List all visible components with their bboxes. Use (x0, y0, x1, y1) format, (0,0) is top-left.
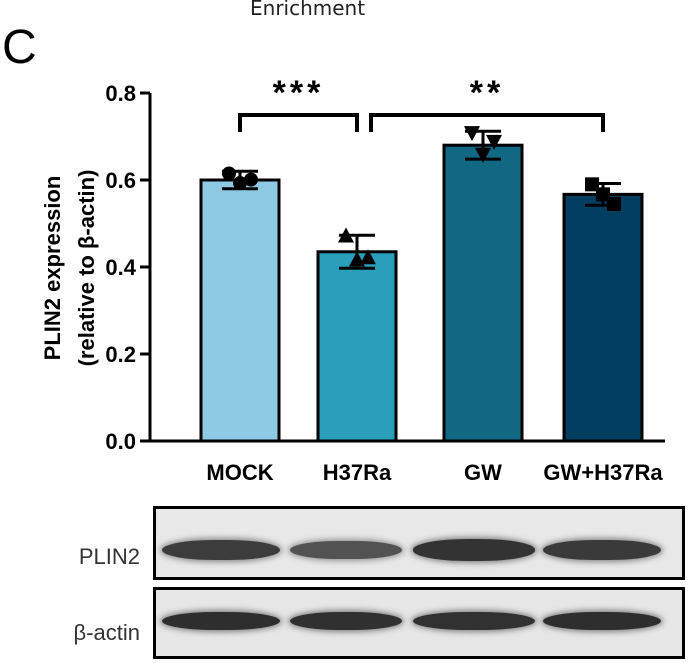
blot-band (413, 539, 535, 561)
significance-label: *** (273, 74, 325, 112)
blot-band (543, 539, 661, 561)
significance-label: ** (470, 74, 504, 112)
data-point (233, 176, 247, 191)
data-points (222, 126, 621, 267)
x-tick-label: GW (464, 460, 502, 485)
y-axis: 0.0 0.2 0.4 0.6 0.8 (105, 81, 665, 454)
panel-letter: C (2, 21, 37, 74)
x-tick-label: H37Ra (323, 460, 392, 485)
y-tick-label: 0.0 (105, 429, 136, 454)
western-blot-plin2 (153, 506, 685, 580)
top-caption: Enrichment (250, 0, 366, 20)
data-point (464, 126, 480, 142)
blot-band (543, 612, 661, 630)
y-axis-label-line1: PLIN2 expression (40, 176, 65, 361)
data-point (486, 134, 502, 150)
blot-label-plin2: PLIN2 (78, 544, 140, 569)
blot-band (413, 612, 535, 630)
x-tick-label: GW+H37Ra (543, 460, 663, 485)
blot-band (290, 612, 402, 630)
data-point (244, 172, 258, 187)
data-point (596, 187, 610, 202)
blot-label-beta-actin: β-actin (73, 620, 140, 645)
blot-band (162, 539, 280, 561)
data-point (338, 227, 354, 243)
y-tick-label: 0.8 (105, 81, 136, 106)
bar-gw+h37ra (562, 192, 644, 443)
y-tick-label: 0.4 (105, 255, 136, 280)
significance-brackets: *** ** (238, 74, 605, 132)
x-tick-label: MOCK (206, 460, 273, 485)
bar-gw (442, 143, 524, 443)
bar-chart: 0.00.20.40.60.8 *** ** MOCK H37Ra GW GW+H37R… (40, 74, 665, 485)
data-point (607, 196, 621, 211)
significance-bracket (238, 113, 359, 132)
significance-bracket (369, 113, 605, 132)
y-tick-label: 0.2 (105, 342, 136, 367)
bar-h37ra (316, 250, 398, 443)
bars (199, 129, 644, 443)
blot-band (290, 540, 402, 560)
data-point (475, 147, 491, 163)
bar-mock (199, 178, 281, 443)
blot-band (162, 612, 280, 630)
data-point (222, 166, 236, 181)
data-point (360, 249, 376, 265)
western-blot-beta-actin (153, 587, 685, 659)
x-axis-labels: MOCK H37Ra GW GW+H37Ra (206, 460, 663, 485)
y-axis-label-line2: (relative to β-actin) (74, 170, 99, 367)
data-point (585, 177, 599, 192)
y-tick-label: 0.6 (105, 168, 136, 193)
